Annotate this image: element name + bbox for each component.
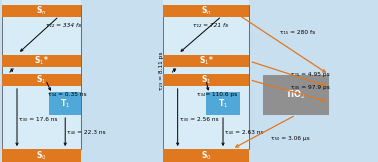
Text: S$_n$: S$_n$	[36, 5, 47, 17]
Text: τ₄₀ = 2.63 ns: τ₄₀ = 2.63 ns	[225, 130, 263, 134]
Bar	[163, 55, 249, 67]
Text: S$_1$*: S$_1$*	[34, 55, 49, 67]
Text: S$_0$: S$_0$	[201, 149, 211, 162]
Bar	[163, 0, 249, 162]
Text: T$_1$: T$_1$	[218, 97, 228, 110]
Text: τ₁₂ = 721 fs: τ₁₂ = 721 fs	[193, 23, 228, 29]
Bar	[163, 149, 249, 162]
Text: S$_0$: S$_0$	[36, 149, 47, 162]
Bar	[206, 92, 240, 115]
Text: TiO$_2$: TiO$_2$	[285, 88, 306, 101]
Text: τ₃₀ = 17.6 ns: τ₃₀ = 17.6 ns	[19, 117, 57, 122]
Text: S$_1$: S$_1$	[201, 74, 211, 86]
Text: T$_1$: T$_1$	[60, 97, 70, 110]
Text: τ₂₃ = 8.11 ps: τ₂₃ = 8.11 ps	[159, 51, 164, 90]
Text: S$_1$*: S$_1$*	[198, 55, 214, 67]
Bar	[163, 5, 249, 17]
Text: τ₃₅ = 97.9 ps: τ₃₅ = 97.9 ps	[291, 85, 330, 90]
Bar	[2, 149, 81, 162]
Text: τ₁₂ = 334 fs: τ₁₂ = 334 fs	[46, 23, 81, 29]
Text: τ₄₀ = 22.3 ns: τ₄₀ = 22.3 ns	[67, 130, 106, 134]
Text: τ₂₃ = 10.8 ps: τ₂₃ = 10.8 ps	[0, 51, 2, 90]
Text: τ₃₄= 110.6 ps: τ₃₄= 110.6 ps	[197, 92, 237, 97]
Bar	[2, 55, 81, 67]
Text: τ₂₅ = 4.95 ps: τ₂₅ = 4.95 ps	[291, 72, 330, 77]
Text: S$_n$: S$_n$	[201, 5, 211, 17]
Bar	[49, 92, 81, 115]
Bar	[263, 75, 329, 115]
Text: S$_1$: S$_1$	[36, 74, 47, 86]
Text: τ₁₅ = 280 fs: τ₁₅ = 280 fs	[280, 30, 315, 35]
Bar	[2, 74, 81, 86]
Text: τ₅₀ = 3.06 μs: τ₅₀ = 3.06 μs	[271, 136, 310, 141]
Bar	[163, 74, 249, 86]
Text: τ₃₄ = 0.35 ns: τ₃₄ = 0.35 ns	[48, 92, 87, 97]
Text: τ₃₀ = 2.56 ns: τ₃₀ = 2.56 ns	[180, 117, 218, 122]
Bar	[2, 0, 81, 162]
Bar	[2, 5, 81, 17]
